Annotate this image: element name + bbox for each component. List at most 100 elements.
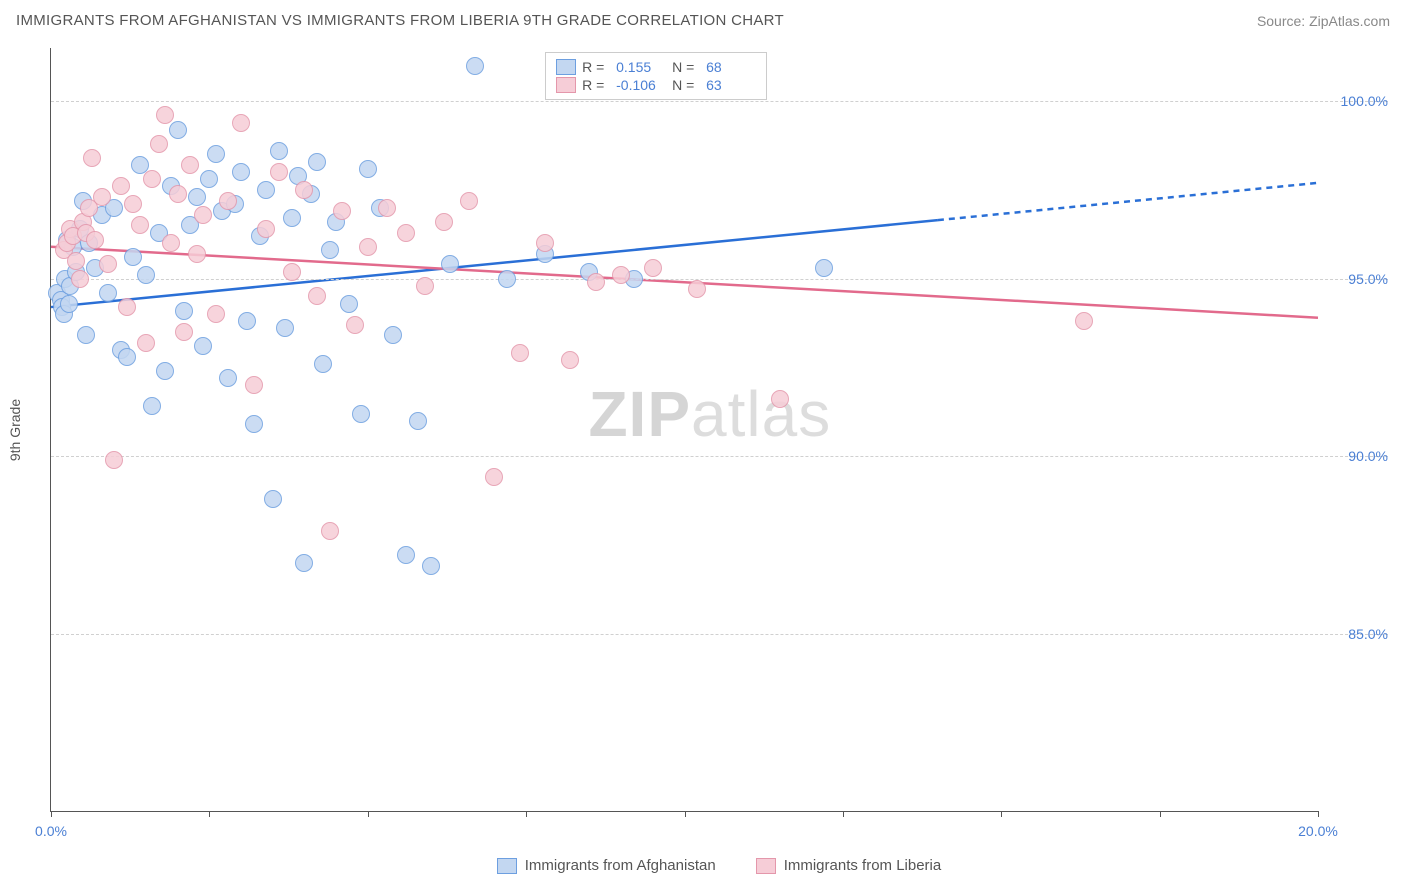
legend-n-label: N = (672, 59, 700, 75)
data-point (169, 185, 187, 203)
data-point (232, 163, 250, 181)
data-point (397, 224, 415, 242)
y-axis-label: 9th Grade (7, 398, 23, 460)
gridline (51, 279, 1388, 280)
data-point (169, 121, 187, 139)
data-point (485, 468, 503, 486)
data-point (162, 234, 180, 252)
regression-line (51, 220, 938, 307)
data-point (124, 248, 142, 266)
data-point (207, 305, 225, 323)
gridline (51, 101, 1388, 102)
data-point (175, 302, 193, 320)
data-point (378, 199, 396, 217)
data-point (460, 192, 478, 210)
legend-n-label: N = (672, 77, 700, 93)
y-tick-label: 100.0% (1328, 93, 1388, 109)
data-point (561, 351, 579, 369)
data-point (340, 295, 358, 313)
y-tick-label: 95.0% (1328, 271, 1388, 287)
data-point (295, 181, 313, 199)
data-point (346, 316, 364, 334)
data-point (143, 170, 161, 188)
legend-stats-row: R =-0.106N =63 (556, 77, 756, 93)
x-tick (1001, 811, 1002, 817)
x-tick (209, 811, 210, 817)
regression-line-dashed (938, 183, 1318, 220)
plot-area: 9th Grade ZIPatlas R =0.155N =68R =-0.10… (50, 48, 1388, 842)
x-tick (1160, 811, 1161, 817)
x-tick (843, 811, 844, 817)
legend-swatch (756, 858, 776, 874)
data-point (688, 280, 706, 298)
legend-r-label: R = (582, 77, 610, 93)
data-point (219, 192, 237, 210)
data-point (308, 287, 326, 305)
x-tick (51, 811, 52, 817)
data-point (409, 412, 427, 430)
data-point (435, 213, 453, 231)
data-point (93, 188, 111, 206)
data-point (771, 390, 789, 408)
data-point (131, 216, 149, 234)
data-point (264, 490, 282, 508)
x-tick (685, 811, 686, 817)
data-point (99, 255, 117, 273)
legend-series-label: Immigrants from Liberia (784, 857, 942, 874)
data-point (416, 277, 434, 295)
data-point (352, 405, 370, 423)
data-point (181, 156, 199, 174)
data-point (112, 177, 130, 195)
title-bar: IMMIGRANTS FROM AFGHANISTAN VS IMMIGRANT… (16, 12, 1390, 29)
data-point (77, 326, 95, 344)
legend-n-value: 68 (706, 59, 756, 75)
data-point (99, 284, 117, 302)
data-point (188, 188, 206, 206)
legend-series-label: Immigrants from Afghanistan (525, 857, 716, 874)
data-point (321, 241, 339, 259)
data-point (124, 195, 142, 213)
legend-n-value: 63 (706, 77, 756, 93)
data-point (441, 255, 459, 273)
data-point (498, 270, 516, 288)
data-point (511, 344, 529, 362)
data-point (536, 234, 554, 252)
y-tick-label: 85.0% (1328, 626, 1388, 642)
data-point (466, 57, 484, 75)
legend-swatch (556, 77, 576, 93)
data-point (105, 451, 123, 469)
data-point (422, 557, 440, 575)
data-point (238, 312, 256, 330)
data-point (232, 114, 250, 132)
data-point (276, 319, 294, 337)
data-point (283, 209, 301, 227)
data-point (200, 170, 218, 188)
legend-series-item: Immigrants from Afghanistan (497, 857, 716, 874)
data-point (359, 238, 377, 256)
x-tick (368, 811, 369, 817)
data-point (67, 252, 85, 270)
gridline (51, 634, 1388, 635)
data-point (137, 334, 155, 352)
legend-series: Immigrants from Afghanistan Immigrants fr… (50, 857, 1388, 874)
data-point (587, 273, 605, 291)
data-point (612, 266, 630, 284)
data-point (314, 355, 332, 373)
source-link[interactable]: ZipAtlas.com (1309, 13, 1390, 29)
data-point (60, 295, 78, 313)
data-point (644, 259, 662, 277)
data-point (359, 160, 377, 178)
legend-stats-row: R =0.155N =68 (556, 59, 756, 75)
legend-r-label: R = (582, 59, 610, 75)
data-point (156, 362, 174, 380)
chart-title: IMMIGRANTS FROM AFGHANISTAN VS IMMIGRANT… (16, 12, 784, 29)
data-point (118, 348, 136, 366)
data-point (194, 206, 212, 224)
data-point (397, 546, 415, 564)
data-point (384, 326, 402, 344)
data-point (86, 231, 104, 249)
data-point (137, 266, 155, 284)
y-tick-label: 90.0% (1328, 448, 1388, 464)
legend-stats: R =0.155N =68R =-0.106N =63 (545, 52, 767, 100)
data-point (283, 263, 301, 281)
